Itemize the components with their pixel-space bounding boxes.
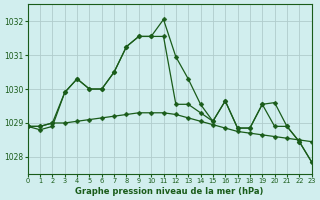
X-axis label: Graphe pression niveau de la mer (hPa): Graphe pression niveau de la mer (hPa) xyxy=(76,187,264,196)
